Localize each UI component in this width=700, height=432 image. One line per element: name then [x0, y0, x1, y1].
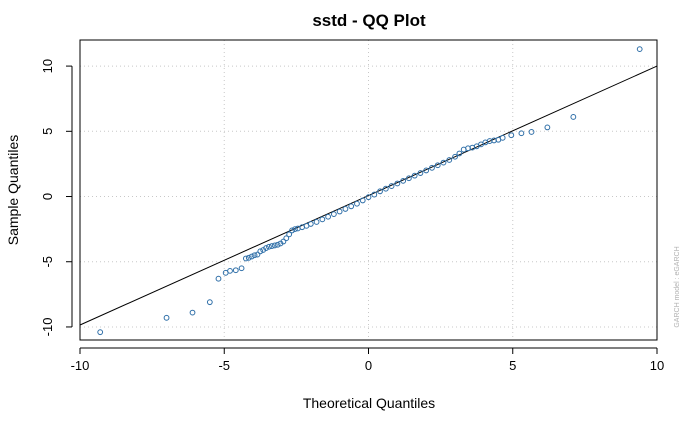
data-point	[508, 132, 515, 139]
x-tick-label: -5	[218, 358, 230, 373]
data-point	[238, 265, 245, 272]
x-tick-label: 5	[509, 358, 516, 373]
reference-line-group	[79, 65, 658, 326]
y-tick-label: 5	[40, 128, 55, 135]
data-point	[456, 150, 463, 157]
model-watermark: GARCH model : eGARCH	[674, 246, 681, 327]
data-point	[251, 252, 258, 259]
data-point	[423, 167, 430, 174]
data-point	[388, 183, 395, 189]
data-point	[274, 241, 281, 248]
data-point	[232, 267, 239, 274]
y-tick-label: 0	[40, 193, 55, 200]
x-axis-label: Theoretical Quantiles	[303, 395, 435, 411]
data-point	[254, 251, 261, 258]
data-point	[417, 170, 424, 176]
data-points	[97, 46, 643, 336]
data-point	[242, 255, 249, 262]
data-point	[636, 46, 643, 53]
data-point	[245, 254, 252, 261]
data-point	[411, 172, 418, 179]
data-point	[452, 153, 458, 160]
grid-lines	[79, 40, 658, 340]
data-point	[289, 227, 295, 234]
data-point	[263, 245, 269, 251]
data-point	[257, 248, 264, 255]
data-point	[348, 203, 355, 210]
chart-title: sstd - QQ Plot	[312, 11, 426, 30]
data-point	[446, 157, 453, 163]
data-point	[394, 180, 401, 187]
data-point	[570, 114, 577, 120]
data-point	[248, 253, 255, 260]
data-point	[268, 243, 275, 249]
x-tick-label: -10	[71, 358, 90, 373]
data-point	[271, 242, 278, 249]
reference-line	[79, 65, 658, 326]
x-axis: -10 -5 0 5 10	[71, 347, 664, 373]
data-point	[434, 162, 441, 169]
y-tick-label: -5	[40, 256, 55, 268]
data-point	[440, 159, 447, 166]
data-point	[283, 235, 290, 242]
data-point	[325, 213, 332, 220]
y-axis-label: Sample Quantiles	[5, 135, 21, 246]
data-point	[365, 194, 372, 201]
data-point	[227, 267, 233, 274]
data-point	[528, 129, 535, 135]
y-tick-label: -10	[40, 318, 55, 337]
data-point	[319, 216, 326, 223]
data-point	[266, 243, 272, 250]
data-point	[206, 299, 213, 306]
data-point	[382, 185, 389, 192]
data-point	[499, 134, 506, 141]
x-tick-label: 10	[650, 358, 664, 373]
data-point	[518, 130, 525, 137]
data-point	[336, 208, 343, 215]
data-point	[307, 221, 314, 227]
data-point	[189, 309, 196, 316]
data-point	[371, 191, 378, 198]
data-point	[429, 164, 435, 171]
plot-frame	[79, 39, 658, 341]
data-point	[354, 200, 360, 207]
data-point	[330, 211, 337, 218]
data-point	[342, 206, 349, 212]
data-point	[400, 177, 407, 184]
data-point	[377, 188, 383, 195]
data-point	[280, 238, 287, 245]
data-point	[163, 314, 170, 321]
data-point	[286, 231, 293, 238]
x-tick-label: 0	[365, 358, 372, 373]
data-point	[292, 226, 298, 233]
y-tick-label: 10	[40, 59, 55, 73]
data-point	[97, 329, 104, 336]
y-axis: -10 -5 0 5 10	[40, 59, 73, 337]
data-point	[215, 275, 222, 282]
data-point	[544, 124, 551, 131]
data-point	[359, 197, 366, 204]
data-point	[313, 219, 320, 225]
data-point	[405, 175, 412, 182]
